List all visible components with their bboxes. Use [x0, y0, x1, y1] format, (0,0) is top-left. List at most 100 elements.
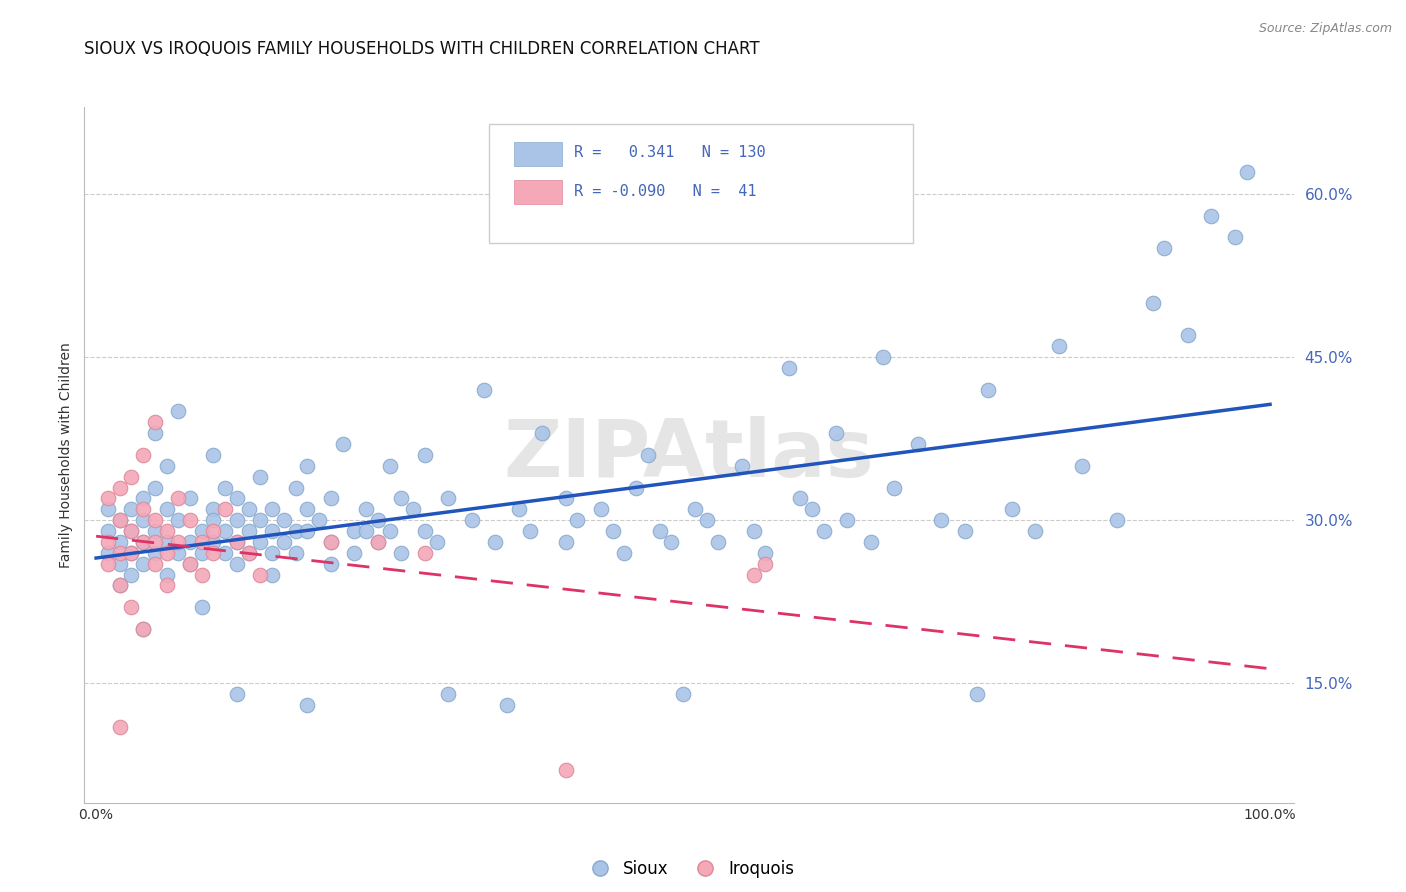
- Point: [589, 502, 612, 516]
- Point: [367, 534, 389, 549]
- Point: [262, 567, 284, 582]
- Point: [554, 763, 576, 777]
- Bar: [513, 142, 562, 166]
- Point: [1177, 328, 1199, 343]
- Point: [297, 502, 319, 516]
- Point: [319, 534, 342, 549]
- Point: [155, 546, 177, 560]
- Point: [143, 534, 166, 549]
- Text: SIOUX VS IROQUOIS FAMILY HOUSEHOLDS WITH CHILDREN CORRELATION CHART: SIOUX VS IROQUOIS FAMILY HOUSEHOLDS WITH…: [84, 40, 761, 58]
- Point: [742, 524, 765, 538]
- Point: [367, 534, 389, 549]
- Point: [707, 534, 730, 549]
- Point: [120, 502, 142, 516]
- Point: [238, 546, 260, 560]
- Point: [202, 502, 225, 516]
- Point: [143, 426, 166, 441]
- Point: [297, 524, 319, 538]
- Point: [977, 383, 1000, 397]
- Point: [120, 524, 142, 538]
- Point: [1001, 502, 1024, 516]
- Point: [143, 557, 166, 571]
- Point: [872, 350, 894, 364]
- Point: [108, 546, 131, 560]
- Point: [190, 546, 212, 560]
- Point: [284, 481, 307, 495]
- Point: [202, 448, 225, 462]
- Point: [273, 534, 295, 549]
- Point: [132, 534, 155, 549]
- Point: [238, 546, 260, 560]
- Point: [883, 481, 905, 495]
- Point: [108, 534, 131, 549]
- Point: [249, 567, 271, 582]
- Point: [132, 622, 155, 636]
- Point: [238, 502, 260, 516]
- Point: [202, 513, 225, 527]
- Legend: Sioux, Iroquois: Sioux, Iroquois: [576, 854, 801, 885]
- Point: [1153, 241, 1175, 255]
- Point: [132, 502, 155, 516]
- Point: [143, 481, 166, 495]
- Point: [531, 426, 554, 441]
- Point: [413, 524, 436, 538]
- Point: [226, 534, 249, 549]
- Point: [238, 524, 260, 538]
- Point: [190, 534, 212, 549]
- Point: [97, 524, 120, 538]
- Point: [214, 524, 236, 538]
- Point: [1201, 209, 1223, 223]
- Point: [132, 534, 155, 549]
- Point: [461, 513, 484, 527]
- Point: [319, 557, 342, 571]
- Point: [824, 426, 846, 441]
- Point: [226, 557, 249, 571]
- Point: [953, 524, 976, 538]
- Point: [214, 502, 236, 516]
- Point: [143, 524, 166, 538]
- Point: [190, 600, 212, 615]
- Point: [837, 513, 859, 527]
- Point: [637, 448, 659, 462]
- Text: ZIPAtlas: ZIPAtlas: [503, 416, 875, 494]
- Point: [613, 546, 636, 560]
- Point: [167, 546, 190, 560]
- Point: [308, 513, 330, 527]
- Point: [343, 524, 366, 538]
- Point: [190, 524, 212, 538]
- Point: [155, 534, 177, 549]
- Point: [931, 513, 953, 527]
- Point: [108, 557, 131, 571]
- Point: [202, 546, 225, 560]
- Point: [1236, 165, 1258, 179]
- Point: [167, 534, 190, 549]
- Point: [778, 361, 800, 376]
- Point: [167, 491, 190, 506]
- Point: [284, 524, 307, 538]
- Point: [519, 524, 541, 538]
- Point: [155, 524, 177, 538]
- Point: [966, 687, 988, 701]
- Point: [108, 720, 131, 734]
- Point: [1107, 513, 1129, 527]
- Point: [907, 437, 929, 451]
- Point: [120, 600, 142, 615]
- Point: [108, 578, 131, 592]
- Point: [297, 458, 319, 473]
- Point: [319, 534, 342, 549]
- Text: Source: ZipAtlas.com: Source: ZipAtlas.com: [1258, 22, 1392, 36]
- Point: [97, 534, 120, 549]
- Point: [413, 546, 436, 560]
- Point: [389, 546, 412, 560]
- Point: [508, 502, 530, 516]
- Point: [472, 383, 495, 397]
- Point: [648, 524, 671, 538]
- Point: [249, 469, 271, 483]
- Point: [659, 534, 682, 549]
- Point: [120, 524, 142, 538]
- Point: [554, 491, 576, 506]
- Point: [179, 513, 201, 527]
- Point: [226, 491, 249, 506]
- Point: [226, 534, 249, 549]
- Text: R =   0.341   N = 130: R = 0.341 N = 130: [574, 145, 766, 161]
